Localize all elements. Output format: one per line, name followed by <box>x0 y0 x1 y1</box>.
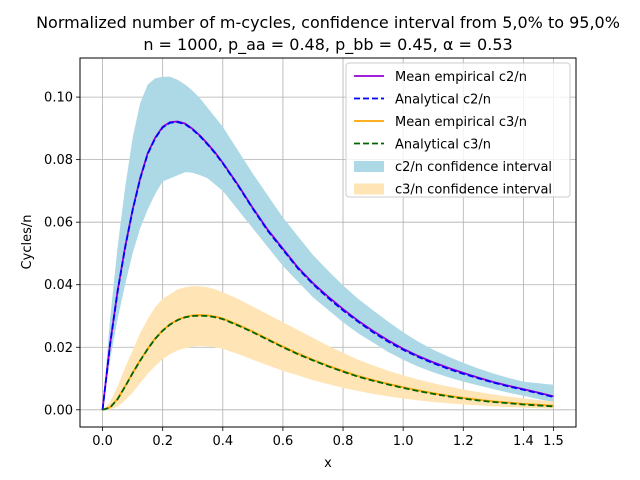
y-tick-label: 0.08 <box>44 153 73 168</box>
series-line <box>102 314 554 411</box>
legend-box <box>345 62 571 198</box>
x-tick-label: 0.0 <box>92 434 113 449</box>
legend-label: Analytical c2/n <box>395 93 491 108</box>
x-tick-label: 1.5 <box>543 434 564 449</box>
legend-label: Analytical c3/n <box>395 138 491 153</box>
x-tick-label: 1.2 <box>453 434 474 449</box>
legend-label: Mean empirical c2/n <box>395 70 527 85</box>
x-tick-label: 1.4 <box>513 434 534 449</box>
x-tick-label: 1.0 <box>393 434 414 449</box>
series-lines <box>101 120 554 411</box>
legend-label: c2/n confidence interval <box>395 160 552 175</box>
legend: Mean empirical c2/n Analytical c2/n Mean e… <box>345 62 571 198</box>
chart-title-line1: Normalized number of m-cycles, confidenc… <box>36 13 620 32</box>
legend-label: c3/n confidence interval <box>395 183 552 198</box>
legend-label: Mean empirical c3/n <box>395 115 527 130</box>
legend-items: Mean empirical c2/n Analytical c2/n Mean e… <box>354 70 552 198</box>
x-axis-label: x <box>324 456 332 471</box>
x-tick-label: 0.4 <box>212 434 233 449</box>
y-tick-label: 0.02 <box>44 341 73 356</box>
legend-swatch <box>354 161 384 172</box>
plot-frame <box>79 57 577 428</box>
axis-ticks: 0.0 0.2 0.4 0.6 0.8 1.0 1.2 1.4 1.5 0.00 0.02 0.04 0… <box>44 91 564 449</box>
y-tick-label: 0.10 <box>44 91 73 106</box>
y-tick-label: 0.00 <box>44 403 73 418</box>
x-tick-label: 0.8 <box>333 434 354 449</box>
series-line <box>101 121 554 410</box>
y-tick-label: 0.04 <box>44 278 73 293</box>
x-tick-label: 0.6 <box>273 434 294 449</box>
x-tick-label: 0.2 <box>152 434 173 449</box>
legend-swatch <box>354 183 384 195</box>
chart-title-line2: n = 1000, p_aa = 0.48, p_bb = 0.45, α = … <box>143 35 512 55</box>
y-axis-label: Cycles/n <box>20 215 35 270</box>
confidence-band <box>102 76 554 410</box>
y-tick-label: 0.06 <box>44 216 73 231</box>
